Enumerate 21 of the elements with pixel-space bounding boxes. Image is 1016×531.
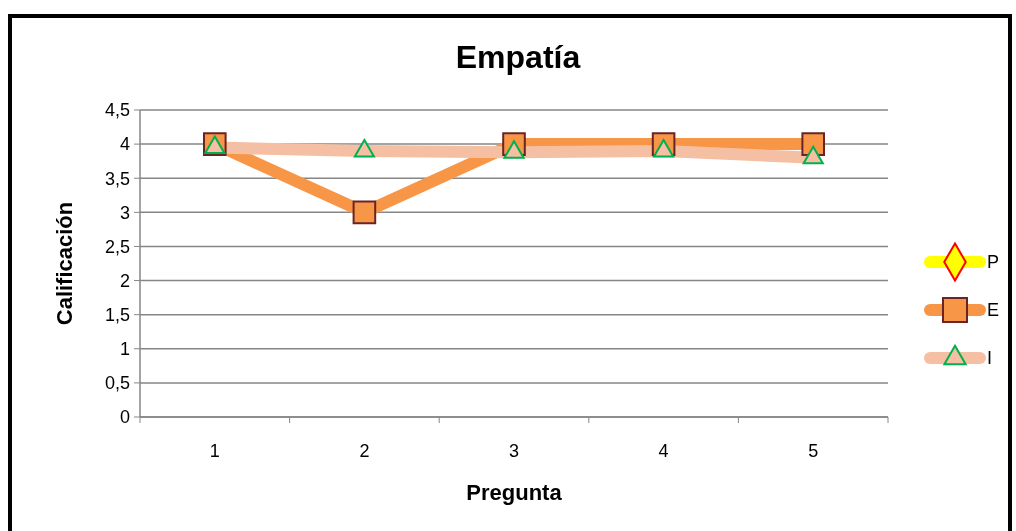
- y-tick-label: 0: [119, 407, 130, 428]
- x-axis-title: Pregunta: [466, 480, 563, 505]
- y-axis-title: Calificación: [52, 201, 77, 326]
- legend-label: I: [987, 348, 993, 369]
- y-tick-label: 2,5: [104, 236, 130, 257]
- y-tick-label: 0,5: [104, 373, 130, 394]
- x-tick-label: 2: [359, 441, 370, 461]
- chart-title: Empatía: [455, 39, 581, 75]
- y-tick-label: 4,5: [104, 100, 130, 121]
- y-tick-label: 1,5: [104, 304, 130, 325]
- y-tick-label: 1: [119, 339, 130, 360]
- x-tick-label: 1: [209, 441, 220, 461]
- y-tick-label: 2: [119, 270, 130, 291]
- y-tick-label: 4: [119, 134, 130, 155]
- legend-label: P: [987, 252, 1000, 273]
- y-tick-label: 3,5: [104, 168, 130, 189]
- x-tick-label: 3: [508, 441, 520, 461]
- y-tick-label: 3: [119, 202, 130, 223]
- x-tick-label: 5: [808, 441, 819, 461]
- legend-label: E: [987, 300, 1000, 321]
- x-tick-label: 4: [658, 441, 669, 461]
